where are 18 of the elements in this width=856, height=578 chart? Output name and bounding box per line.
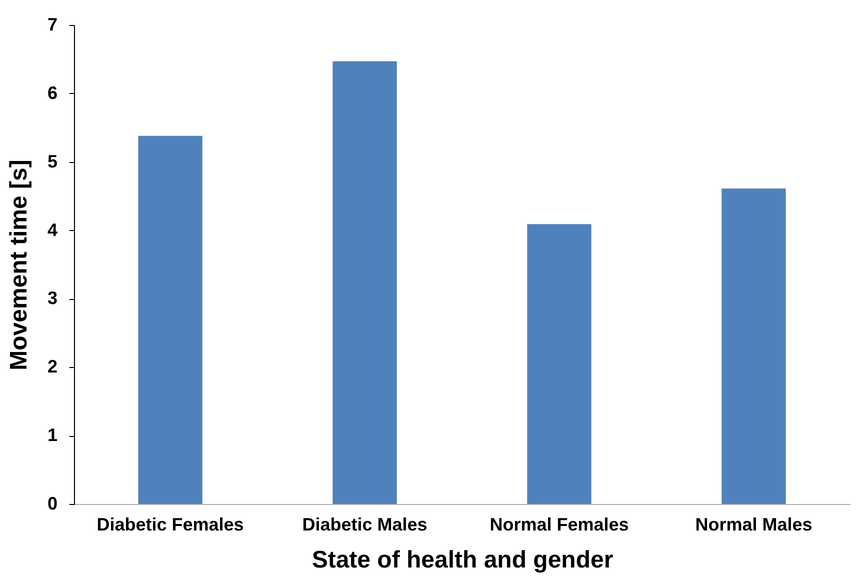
y-tick-label: 0	[47, 494, 58, 514]
y-axis-title: Movement time [s]	[5, 160, 32, 370]
x-tick-label: Diabetic Males	[302, 514, 428, 534]
y-tick-label: 5	[47, 151, 58, 172]
y-tick-label: 2	[47, 356, 58, 377]
y-tick-label: 1	[47, 425, 58, 446]
y-tick-label: 3	[47, 288, 58, 308]
y-tick-label: 6	[47, 82, 58, 103]
bar	[332, 61, 397, 504]
x-tick-label: Diabetic Females	[96, 514, 244, 534]
y-tick-label: 7	[47, 14, 58, 34]
x-tick-label: Normal Females	[490, 514, 629, 534]
bar	[138, 136, 202, 504]
x-tick-label: Normal Males	[695, 514, 812, 534]
bar	[722, 188, 786, 504]
bar	[527, 224, 592, 504]
x-axis-title: State of health and gender	[312, 546, 614, 574]
y-tick-label: 4	[47, 220, 58, 240]
